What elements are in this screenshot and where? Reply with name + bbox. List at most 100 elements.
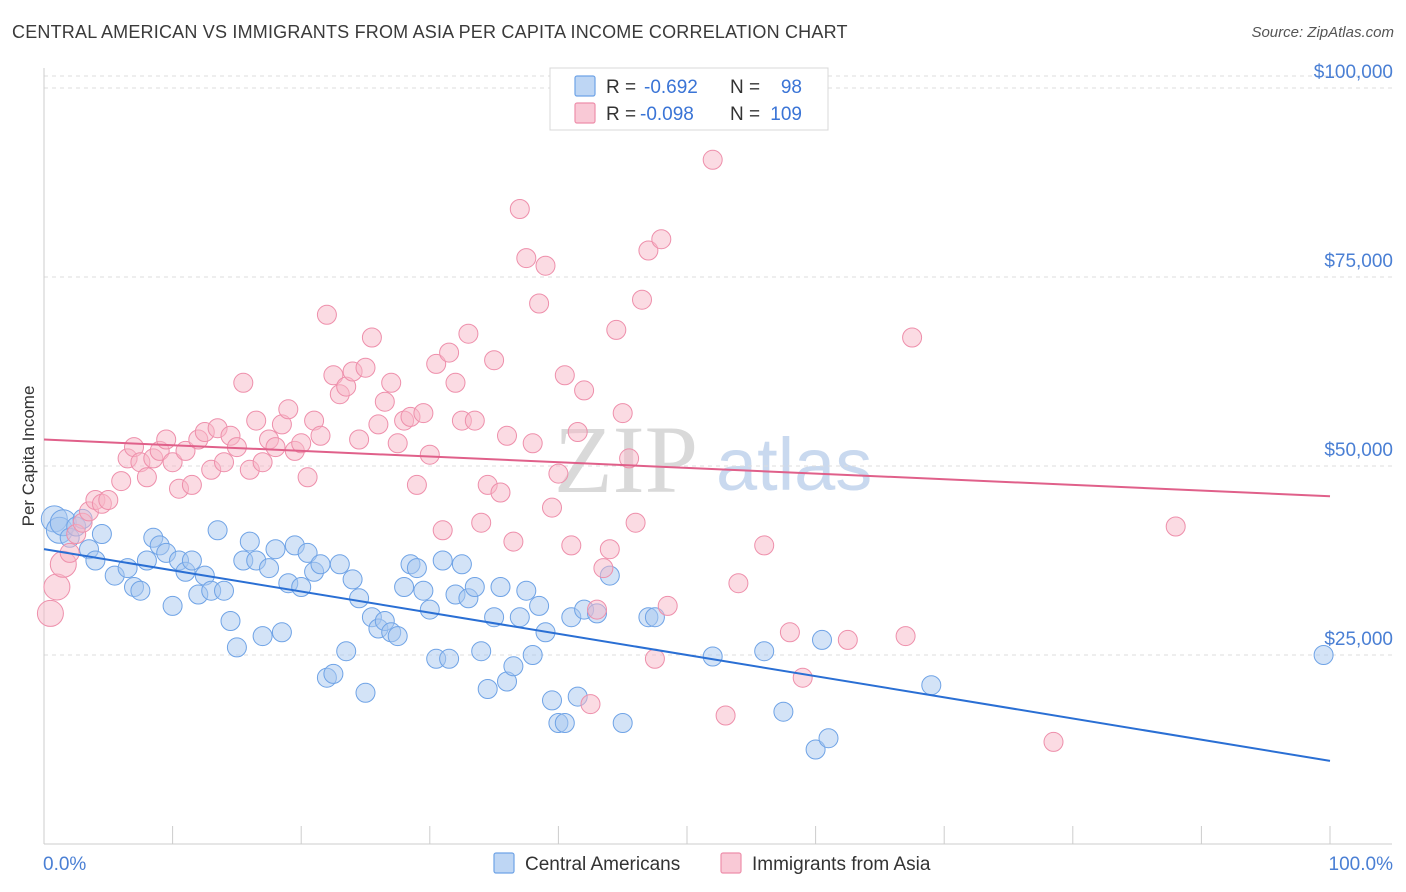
data-point [921,675,942,696]
data-point [497,425,517,446]
data-point [619,448,640,469]
data-point [728,573,749,594]
data-point [214,452,234,473]
legend-r-label: R = [606,77,636,98]
data-point [136,467,157,488]
data-point [361,327,382,348]
data-point [509,607,530,628]
data-point [419,444,440,465]
legend-r-value: -0.692 [644,77,698,98]
data-point [464,410,485,431]
data-point [432,550,453,571]
data-point [297,467,318,488]
data-point [599,539,620,560]
data-point [85,550,106,571]
data-point [349,588,370,609]
trend-line [43,548,1331,762]
data-point [329,554,350,575]
data-point [310,554,331,575]
data-point [902,327,923,348]
data-point [162,452,183,473]
y-tick-label: $100,000 [1314,62,1393,83]
data-point [381,372,402,393]
data-point [374,391,395,412]
data-point [522,645,543,665]
data-point [130,580,151,601]
y-tick-label: $50,000 [1324,440,1393,461]
data-point [779,622,800,643]
data-point [458,323,479,344]
data-point [837,629,858,650]
data-point [310,425,331,446]
data-point [207,520,228,541]
data-point [445,372,466,393]
data-point [593,558,614,579]
data-point [522,433,543,454]
data-point [316,304,337,325]
series-layer [36,149,1334,760]
data-point [612,713,633,733]
data-point [413,580,434,601]
data-point [638,240,659,261]
legend-r-value: -0.098 [640,104,694,125]
legend-n-value: 109 [770,104,802,125]
legend-n-label: N = [730,104,760,125]
data-point [239,531,260,552]
data-point [567,422,588,442]
data-point [439,342,460,363]
data-point [477,679,498,699]
data-point [651,229,672,250]
data-point [805,739,826,760]
data-point [895,626,916,647]
data-point [1313,645,1334,665]
data-point [792,667,813,688]
data-point [349,429,370,450]
data-point [432,520,453,541]
legend-r-label: R = [606,104,636,125]
bottom-legend-label-central-americans: Central Americans [525,854,680,875]
data-point [548,463,569,484]
watermark-atlas: atlas [716,423,872,506]
data-point [439,648,460,669]
data-point [754,535,775,556]
data-point [542,497,562,518]
data-point [406,474,427,495]
legend: R = -0.692 N = 98 R = -0.098 N = 109 [549,67,829,131]
data-point [490,482,511,503]
data-point [503,656,524,677]
series-immigrants-from-asia [36,149,1186,752]
bottom-legend-label-immigrants-from-asia: Immigrants from Asia [752,854,931,875]
data-point [464,577,485,597]
data-point [644,648,665,669]
data-point [554,713,575,733]
data-point [271,622,292,643]
data-point [387,433,408,454]
data-point [580,694,601,715]
data-point [484,350,505,371]
data-point [181,474,202,495]
data-point [535,255,556,276]
data-point [715,705,736,726]
y-tick-labels: $25,000 $50,000 $75,000 $100,000 [1314,62,1393,650]
data-point [561,535,582,556]
data-point [226,637,247,658]
bottom-legend: Central Americans Immigrants from Asia [493,852,931,875]
data-point [394,577,415,597]
trend-layer [43,438,1331,762]
data-point [355,357,376,378]
data-point [291,577,312,597]
data-point [368,414,389,435]
data-point [490,577,511,597]
data-point [529,293,550,314]
data-point [323,663,344,684]
data-point [657,595,678,616]
data-point [612,403,633,424]
data-point [574,380,595,401]
chart-source: Source: ZipAtlas.com [1251,24,1394,41]
data-point [291,433,312,454]
data-point [406,558,427,579]
data-point [323,365,344,386]
legend-frame [549,67,829,131]
y-axis-label: Per Capita Income [19,386,38,527]
trend-line [43,438,1331,498]
